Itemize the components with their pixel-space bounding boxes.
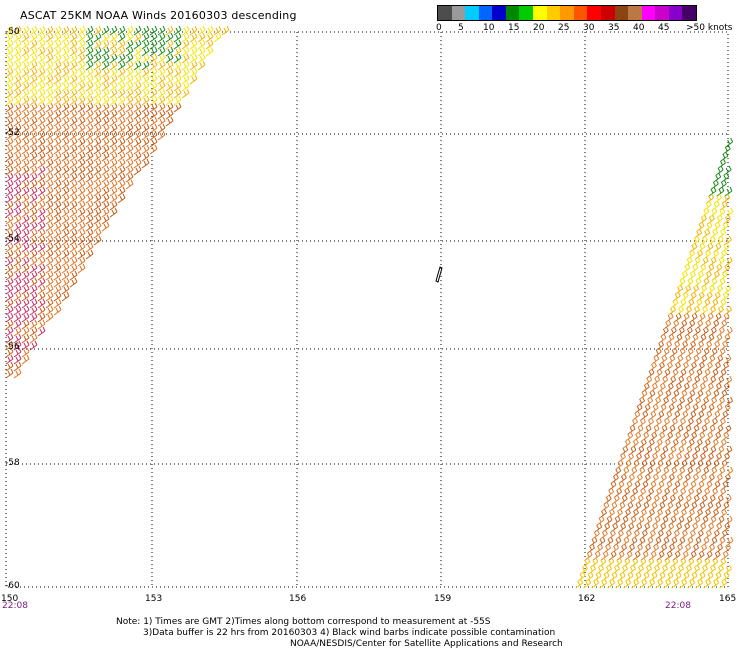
legend-label: 10 [483, 23, 495, 33]
legend-swatch [668, 6, 683, 20]
note-line-3: NOAA/NESDIS/Center for Satellite Applica… [290, 639, 563, 649]
note-line-1: Note: 1) Times are GMT 2)Times along bot… [116, 617, 491, 627]
lat-lon-grid [6, 32, 728, 587]
lat-label: -50 [5, 27, 20, 37]
legend-label: 35 [608, 23, 620, 33]
legend-swatch [519, 6, 534, 20]
legend-swatch [641, 6, 656, 20]
legend-swatch [560, 6, 574, 20]
legend-swatch [478, 6, 493, 20]
legend-swatch [614, 6, 629, 20]
legend-swatch [465, 6, 479, 20]
legend-swatch [587, 6, 601, 20]
legend-swatch [600, 6, 615, 20]
legend-label: 40 [633, 23, 645, 33]
map-frame [5, 31, 729, 588]
time-label-left: 22:08 [2, 601, 28, 611]
lon-label: 159 [434, 594, 452, 604]
wind-speed-legend: 0 5 10 15 20 25 30 35 40 45 >50 knots [436, 5, 733, 35]
map-title: ASCAT 25KM NOAA Winds 20160303 descendin… [20, 9, 297, 22]
legend-label: 45 [658, 23, 670, 33]
lat-label: -60 [5, 581, 20, 591]
legend-label: >50 knots [686, 23, 733, 33]
legend-swatch [546, 6, 561, 20]
legend-swatch [628, 6, 642, 20]
contaminated-barb [435, 266, 443, 283]
lon-label: 150 [1, 594, 19, 604]
lat-label: -56 [5, 342, 20, 352]
wind-barbs-right-swath [575, 137, 734, 589]
lat-label: -52 [5, 128, 20, 138]
legend-label: 0 [436, 23, 442, 33]
legend-tick-labels: 0 5 10 15 20 25 30 35 40 45 >50 knots [436, 21, 733, 33]
legend-swatch [438, 6, 452, 20]
legend-swatch [573, 6, 588, 20]
lon-label: 165 [719, 594, 737, 604]
legend-swatch [533, 6, 547, 20]
legend-swatch [492, 6, 506, 20]
legend-label: 20 [533, 23, 545, 33]
legend-label: 15 [508, 23, 520, 33]
color-scale-bar [437, 5, 697, 21]
lon-label: 156 [289, 594, 307, 604]
wind-barbs-left-swath [5, 25, 230, 379]
lat-label: -58 [5, 458, 20, 468]
legend-swatch [505, 6, 520, 20]
time-label-right: 22:08 [665, 601, 691, 611]
legend-swatch [451, 6, 466, 20]
lon-label: 153 [145, 594, 163, 604]
lon-label: 162 [578, 594, 596, 604]
legend-swatch [682, 6, 696, 20]
note-line-2: 3)Data buffer is 22 hrs from 20160303 4)… [143, 628, 556, 638]
legend-label: 5 [458, 23, 464, 33]
legend-label: 25 [558, 23, 570, 33]
legend-swatch [655, 6, 669, 20]
lat-label: -54 [5, 234, 20, 244]
legend-label: 30 [583, 23, 595, 33]
